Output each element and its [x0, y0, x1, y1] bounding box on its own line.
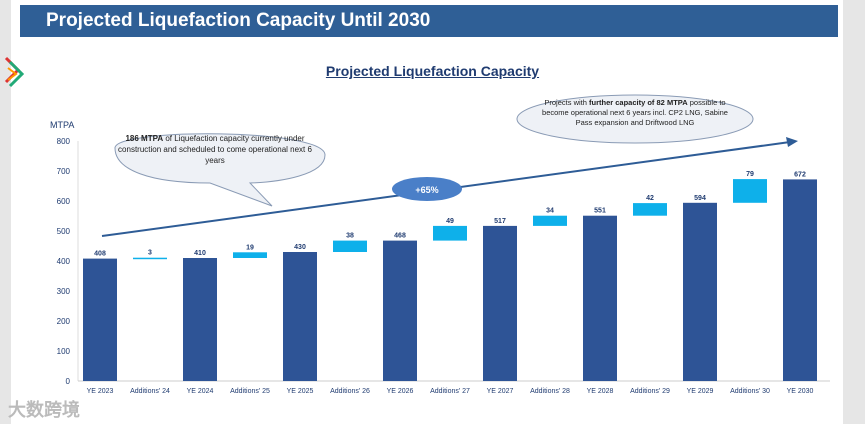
x-tick-label: Additions' 28: [530, 388, 570, 395]
page-title: Projected Liquefaction Capacity Until 20…: [20, 5, 838, 37]
data-label: 34: [546, 208, 554, 215]
callout-further-capacity: Projects with further capacity of 82 MTP…: [535, 98, 735, 128]
data-label: 594: [694, 195, 706, 202]
callout-text: possible to become operational next 6 ye…: [542, 98, 728, 127]
x-tick-label: Additions' 30: [730, 388, 770, 395]
bar-additions-28: [533, 215, 567, 226]
y-axis-label: MTPA: [50, 120, 74, 130]
x-tick-label: Additions' 27: [430, 388, 470, 395]
y-tick-label: 100: [57, 347, 71, 356]
y-tick-label: 400: [57, 257, 71, 266]
bar-ye-2025: [283, 252, 317, 381]
data-label: 517: [494, 218, 506, 225]
logo-icon: [4, 56, 28, 95]
callout-bubble-shape: [114, 133, 326, 207]
data-label: 42: [646, 195, 654, 202]
data-label: 410: [194, 250, 206, 257]
x-tick-label: YE 2023: [87, 388, 114, 395]
bar-additions-24: [133, 257, 167, 260]
data-label: 19: [246, 244, 254, 251]
data-label: 38: [346, 233, 354, 240]
bar-ye-2027: [483, 225, 517, 381]
data-label: 430: [294, 244, 306, 251]
data-label: 468: [394, 233, 406, 240]
data-label: 79: [746, 171, 754, 178]
bar-ye-2023: [83, 258, 117, 381]
y-tick-label: 700: [57, 167, 71, 176]
x-tick-label: Additions' 25: [230, 388, 270, 395]
callout-construction: 186 MTPA of Liquefaction capacity curren…: [110, 133, 320, 166]
y-tick-label: 600: [57, 197, 71, 206]
callout-ellipse-shape: [516, 94, 754, 144]
x-tick-label: YE 2026: [387, 388, 414, 395]
bar-ye-2026: [383, 240, 417, 381]
callout-pre: Projects with: [544, 98, 589, 107]
bar-additions-29: [633, 203, 667, 216]
trend-arrowhead-icon: [786, 137, 798, 147]
x-tick-label: Additions' 24: [130, 388, 170, 395]
callout-bold: further capacity of 82 MTPA: [589, 98, 688, 107]
data-label: 3: [148, 250, 152, 257]
y-tick-label: 0: [66, 377, 71, 386]
x-tick-label: Additions' 29: [630, 388, 670, 395]
bar-ye-2024: [183, 258, 217, 381]
bar-additions-25: [233, 252, 267, 258]
x-tick-label: YE 2027: [487, 388, 514, 395]
x-tick-label: YE 2028: [587, 388, 614, 395]
y-tick-label: 200: [57, 317, 71, 326]
data-label: 672: [794, 171, 806, 178]
callout-bold: 186 MTPA: [125, 134, 164, 143]
trend-label: +65%: [415, 185, 438, 195]
bar-ye-2030: [783, 179, 817, 381]
y-tick-label: 800: [57, 137, 71, 146]
x-tick-label: YE 2029: [687, 388, 714, 395]
x-tick-label: Additions' 26: [330, 388, 370, 395]
watermark: 大数跨境: [8, 400, 80, 420]
trend-badge: [392, 177, 462, 201]
bar-ye-2028: [583, 215, 617, 381]
data-label: 551: [594, 208, 606, 215]
data-label: 408: [94, 251, 106, 258]
y-tick-label: 500: [57, 227, 71, 236]
data-label: 49: [446, 218, 454, 225]
bar-additions-30: [733, 179, 767, 203]
callout-text: of Liquefaction capacity currently under…: [118, 134, 312, 165]
x-tick-label: YE 2030: [787, 388, 814, 395]
bar-ye-2029: [683, 202, 717, 381]
x-tick-label: YE 2025: [287, 388, 314, 395]
bar-additions-26: [333, 240, 367, 252]
x-tick-label: YE 2024: [187, 388, 214, 395]
y-tick-label: 300: [57, 287, 71, 296]
bar-additions-27: [433, 225, 467, 241]
chart-title: Projected Liquefaction Capacity: [325, 63, 540, 79]
